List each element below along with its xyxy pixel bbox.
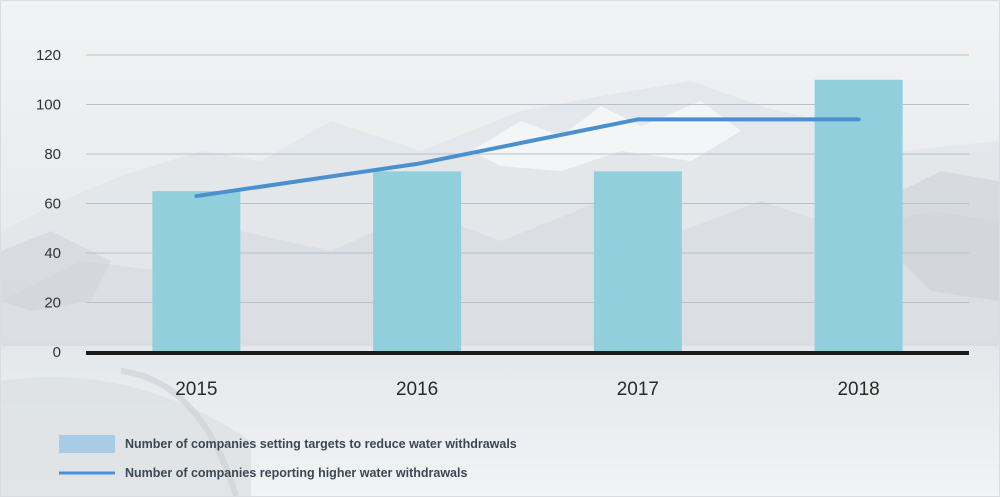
line-series — [194, 117, 861, 199]
x-tick-label: 2015 — [175, 379, 217, 400]
y-tick-label: 0 — [53, 344, 61, 361]
legend: Number of companies setting targets to r… — [59, 435, 517, 480]
bar-2016 — [373, 171, 462, 352]
y-tick-label: 120 — [36, 47, 61, 64]
bar-2015 — [152, 191, 241, 352]
y-tick-label: 40 — [44, 245, 61, 262]
x-tick-label: 2017 — [617, 379, 659, 400]
legend-label-bars: Number of companies setting targets to r… — [125, 437, 517, 451]
x-tick-label: 2018 — [837, 379, 879, 400]
bar-2018 — [814, 79, 903, 352]
y-axis-ticks: 0 20 40 60 80 100 120 — [36, 47, 61, 361]
x-axis-ticks: 2015 2016 2017 2018 — [175, 379, 880, 400]
y-tick-label: 80 — [44, 146, 61, 163]
bar-series — [152, 79, 903, 352]
bar-2017 — [593, 171, 682, 352]
y-tick-label: 60 — [44, 196, 61, 213]
legend-swatch-bars — [59, 435, 115, 453]
legend-label-line: Number of companies reporting higher wat… — [125, 466, 467, 480]
y-tick-label: 20 — [44, 295, 61, 312]
line-path — [194, 117, 861, 199]
y-tick-label: 100 — [36, 97, 61, 114]
x-tick-label: 2016 — [396, 379, 438, 400]
